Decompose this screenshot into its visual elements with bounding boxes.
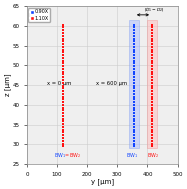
Y-axis label: z [μm]: z [μm]	[4, 74, 11, 96]
Text: = BW$_2$: = BW$_2$	[64, 151, 81, 160]
Bar	[129, 20, 139, 148]
Text: BW$_2$: BW$_2$	[147, 151, 159, 160]
Text: x = 600 μm: x = 600 μm	[96, 81, 127, 86]
Legend: 0.90X, 1.10X: 0.90X, 1.10X	[28, 8, 50, 22]
Text: $|D_1-D_2|$: $|D_1-D_2|$	[144, 6, 164, 14]
Bar	[147, 20, 157, 148]
Text: x = 0 μm: x = 0 μm	[47, 81, 72, 86]
X-axis label: y [μm]: y [μm]	[91, 178, 114, 185]
Text: BW$_1$: BW$_1$	[54, 151, 66, 160]
Text: BW$_1$: BW$_1$	[126, 151, 138, 160]
